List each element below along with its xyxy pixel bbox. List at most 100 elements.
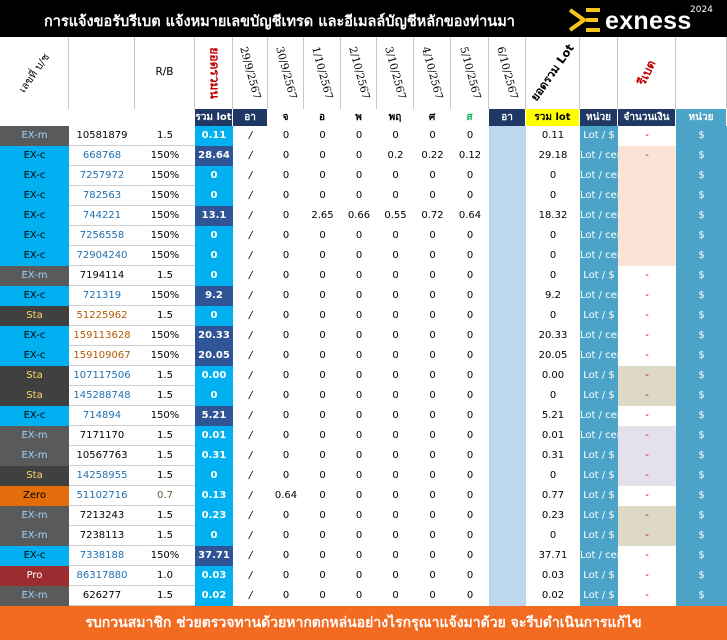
day-7-lot: 0 xyxy=(451,266,489,286)
rebate-amount xyxy=(618,166,676,186)
currency-unit: $ xyxy=(676,226,727,246)
rebate-rate: 1.5 xyxy=(157,130,173,141)
day-3-lot: 0 xyxy=(304,326,341,346)
sum-lot-value: 0.11 xyxy=(526,126,580,146)
sum-lot-value: 0.00 xyxy=(526,366,580,386)
day-7-lot: 0 xyxy=(451,426,489,446)
currency-unit: $ xyxy=(676,286,727,306)
day-3-lot: 0 xyxy=(304,506,341,526)
rebate-rate: 1.5 xyxy=(157,450,173,461)
day-1-lot: / xyxy=(233,566,268,586)
day-1-lot: / xyxy=(233,186,268,206)
account-number: 744221 xyxy=(82,210,122,221)
day-8-lot xyxy=(489,346,526,366)
day-5-lot: 0 xyxy=(377,226,414,246)
rebate-rate: 150% xyxy=(150,230,180,241)
day-4-lot: 0 xyxy=(341,166,377,186)
day-1-lot: / xyxy=(233,206,268,226)
day-4-lot: 0 xyxy=(341,246,377,266)
account-number: 107117506 xyxy=(73,370,131,381)
day-7-lot: 0 xyxy=(451,466,489,486)
day-7-lot: 0 xyxy=(451,486,489,506)
lot-unit: Lot / $ xyxy=(580,586,618,606)
day-1-lot: / xyxy=(233,546,268,566)
day-6-lot: 0 xyxy=(414,346,451,366)
day-5-lot: 0 xyxy=(377,326,414,346)
col-date-6: 4/10/2567 xyxy=(414,37,451,109)
day-8-lot xyxy=(489,306,526,326)
currency-unit: $ xyxy=(676,586,727,606)
day-7-lot: 0 xyxy=(451,226,489,246)
currency-unit: $ xyxy=(676,206,727,226)
day-2-lot: 0 xyxy=(268,166,304,186)
day-7-lot: 0.12 xyxy=(451,146,489,166)
rebate-amount: - xyxy=(618,326,676,346)
sub-day-1: อา xyxy=(233,109,268,126)
account-number: 668768 xyxy=(82,150,122,161)
sum-lot-value: 37.71 xyxy=(526,546,580,566)
account-number: 7338188 xyxy=(79,550,125,561)
sum-lot-value: 0 xyxy=(526,186,580,206)
day-3-lot: 0 xyxy=(304,526,341,546)
lot-unit: Lot / $ xyxy=(580,126,618,146)
day-1-lot: / xyxy=(233,306,268,326)
day-6-lot: 0 xyxy=(414,546,451,566)
sub-amount: จำนวนเงิน xyxy=(618,109,676,126)
day-4-lot: 0 xyxy=(341,226,377,246)
day-4-lot: 0 xyxy=(341,386,377,406)
day-1-lot: / xyxy=(233,126,268,146)
account-type-badge: EX-m xyxy=(0,446,69,466)
day-7-lot: 0 xyxy=(451,406,489,426)
total-lot-value: 13.1 xyxy=(195,206,233,226)
day-6-lot: 0 xyxy=(414,466,451,486)
account-type-badge: EX-c xyxy=(0,226,69,246)
day-6-lot: 0 xyxy=(414,166,451,186)
col-sum-lot-label: ยอดรวม Lot xyxy=(527,41,577,104)
table-row: EX-m 7213243 1.5 0.23/0 0 0 0 0 0 0.23 Lot / $ - $ xyxy=(0,506,727,526)
day-6-lot: 0 xyxy=(414,446,451,466)
sub-sum-lot: รวม lot xyxy=(526,109,580,126)
day-8-lot xyxy=(489,546,526,566)
day-7-lot: 0 xyxy=(451,446,489,466)
title-bar: การแจ้งขอรับรีเบต แจ้งหมายเลขบัญชีเทรด แ… xyxy=(0,0,727,37)
col-account xyxy=(69,37,135,109)
col-date-1: 29/9/2567 xyxy=(233,37,268,109)
day-6-lot: 0 xyxy=(414,286,451,306)
day-2-lot: 0 xyxy=(268,146,304,166)
day-4-lot: 0 xyxy=(341,366,377,386)
day-4-lot: 0 xyxy=(341,506,377,526)
account-type-badge: EX-m xyxy=(0,426,69,446)
day-6-lot: 0 xyxy=(414,506,451,526)
day-7-lot: 0.64 xyxy=(451,206,489,226)
total-lot-value: 0.13 xyxy=(195,486,233,506)
day-6-lot: 0 xyxy=(414,426,451,446)
day-1-lot: / xyxy=(233,466,268,486)
rebate-amount: - xyxy=(618,546,676,566)
sub-blank-1 xyxy=(0,109,69,126)
account-type-badge: EX-m xyxy=(0,126,69,146)
day-5-lot: 0 xyxy=(377,466,414,486)
day-3-lot: 2.65 xyxy=(304,206,341,226)
day-1-lot: / xyxy=(233,486,268,506)
day-5-lot: 0 xyxy=(377,246,414,266)
day-3-lot: 0 xyxy=(304,266,341,286)
total-lot-value: 0 xyxy=(195,466,233,486)
currency-unit: $ xyxy=(676,526,727,546)
table-row: EX-c 159113628 150% 20.33/0 0 0 0 0 0 20.33 Lot / … xyxy=(0,326,727,346)
account-type-badge: EX-c xyxy=(0,326,69,346)
table-row: Sta 145288748 1.5 0/0 0 0 0 0 0 0 Lot / $ - $ xyxy=(0,386,727,406)
lot-unit: Lot / cent xyxy=(580,406,618,426)
currency-unit: $ xyxy=(676,306,727,326)
col-rebate: รีเบต xyxy=(618,37,676,109)
day-8-lot xyxy=(489,246,526,266)
currency-unit: $ xyxy=(676,386,727,406)
rebate-rate: 150% xyxy=(150,410,180,421)
col-date-6-label: 4/10/2567 xyxy=(419,45,445,101)
account-number: 159109067 xyxy=(73,350,131,361)
day-2-lot: 0 xyxy=(268,586,304,606)
rebate-amount: - xyxy=(618,346,676,366)
day-2-lot: 0 xyxy=(268,226,304,246)
lot-unit: Lot / cent xyxy=(580,546,618,566)
